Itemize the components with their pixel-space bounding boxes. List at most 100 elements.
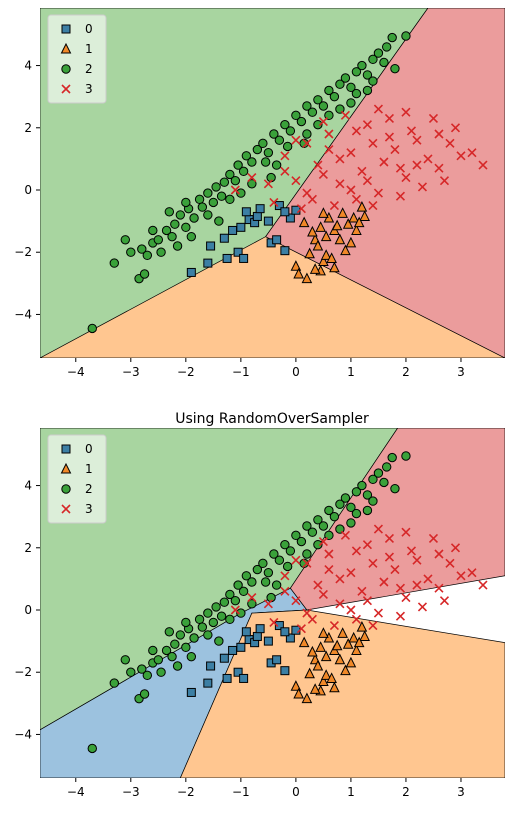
point-class-1 xyxy=(351,644,362,655)
point-class-3 xyxy=(439,596,450,606)
point-class-3 xyxy=(269,197,279,208)
point-class-2 xyxy=(161,225,172,236)
point-class-3 xyxy=(263,599,273,609)
point-class-3 xyxy=(401,107,411,117)
point-class-2 xyxy=(197,622,208,632)
point-class-2 xyxy=(368,54,378,65)
point-class-2 xyxy=(225,169,235,180)
point-class-2 xyxy=(156,667,166,677)
point-class-2 xyxy=(335,499,345,509)
point-class-0 xyxy=(239,253,249,263)
point-class-2 xyxy=(153,235,164,245)
point-class-1 xyxy=(290,260,302,271)
point-class-2 xyxy=(329,91,340,102)
point-class-1 xyxy=(312,659,324,671)
point-class-3 xyxy=(357,166,367,176)
point-class-3 xyxy=(346,185,356,195)
point-class-2 xyxy=(296,536,307,547)
point-class-1 xyxy=(334,653,346,665)
point-class-0 xyxy=(255,204,265,214)
point-class-3 xyxy=(368,620,378,631)
point-class-3 xyxy=(340,530,350,540)
point-class-2 xyxy=(236,608,246,618)
point-class-1 xyxy=(293,687,304,699)
point-class-0 xyxy=(252,631,262,641)
point-class-2 xyxy=(211,602,221,612)
point-class-2 xyxy=(189,213,199,223)
point-class-3 xyxy=(467,568,477,578)
point-class-3 xyxy=(324,564,334,575)
point-class-0 xyxy=(219,653,229,663)
point-class-3 xyxy=(302,138,312,148)
point-class-3 xyxy=(428,533,439,544)
point-class-2 xyxy=(307,107,318,117)
x-tick-label: 1 xyxy=(347,785,355,799)
point-class-2 xyxy=(313,539,323,550)
point-class-2 xyxy=(197,202,208,212)
point-class-1 xyxy=(320,669,332,680)
point-class-2 xyxy=(313,95,323,105)
point-class-2 xyxy=(225,614,235,625)
point-class-2 xyxy=(139,269,150,279)
point-class-3 xyxy=(412,135,422,145)
point-class-3 xyxy=(401,527,411,537)
point-class-3 xyxy=(324,129,334,139)
point-class-1 xyxy=(340,244,351,256)
y-tick-label: −2 xyxy=(14,665,32,679)
point-class-2 xyxy=(142,250,153,261)
legend-label-1: 1 xyxy=(85,462,93,476)
point-class-2 xyxy=(137,664,147,674)
point-class-2 xyxy=(241,571,252,581)
point-class-3 xyxy=(373,104,383,114)
point-class-3 xyxy=(450,543,461,553)
scatter-points xyxy=(87,31,488,334)
point-class-0 xyxy=(255,624,265,634)
point-class-3 xyxy=(302,558,312,568)
y-tick-label: −4 xyxy=(14,307,32,321)
point-class-2 xyxy=(148,225,158,236)
point-class-2 xyxy=(280,539,290,550)
point-class-3 xyxy=(439,176,450,186)
point-class-1 xyxy=(320,650,332,662)
point-class-3 xyxy=(417,602,428,612)
point-class-3 xyxy=(423,574,433,584)
point-class-3 xyxy=(230,185,240,195)
point-class-2 xyxy=(387,32,397,43)
legend-label-1: 1 xyxy=(85,42,93,56)
x-tick-label: −4 xyxy=(67,785,85,799)
point-class-3 xyxy=(362,176,372,186)
legend: 0 1 2 3 xyxy=(47,434,107,524)
point-class-3 xyxy=(313,160,323,170)
point-class-2 xyxy=(318,521,329,531)
point-class-2 xyxy=(302,521,312,531)
x-tick-label: −1 xyxy=(232,365,250,379)
point-class-2 xyxy=(274,555,285,565)
point-class-1 xyxy=(318,627,329,638)
point-class-2 xyxy=(351,508,362,519)
point-class-2 xyxy=(208,197,219,208)
point-class-0 xyxy=(272,655,282,665)
point-class-0 xyxy=(280,627,290,637)
point-class-3 xyxy=(318,116,328,127)
point-class-2 xyxy=(373,468,384,478)
point-class-3 xyxy=(373,608,383,618)
point-class-2 xyxy=(247,157,257,167)
point-class-2 xyxy=(109,258,119,268)
point-class-3 xyxy=(247,592,257,603)
point-class-1 xyxy=(348,631,359,643)
point-class-2 xyxy=(362,490,373,500)
point-class-3 xyxy=(329,620,339,631)
point-class-2 xyxy=(137,244,147,254)
point-class-1 xyxy=(304,667,315,679)
decision-region-3 xyxy=(265,8,505,358)
point-class-1 xyxy=(298,636,310,648)
point-class-1 xyxy=(312,239,324,251)
point-class-1 xyxy=(304,247,315,259)
point-class-0 xyxy=(236,222,246,232)
point-class-2 xyxy=(362,505,373,516)
legend-marker-2 xyxy=(61,64,71,74)
point-class-2 xyxy=(357,480,367,491)
point-class-1 xyxy=(337,207,348,218)
point-class-0 xyxy=(206,241,216,251)
point-class-2 xyxy=(340,73,351,83)
